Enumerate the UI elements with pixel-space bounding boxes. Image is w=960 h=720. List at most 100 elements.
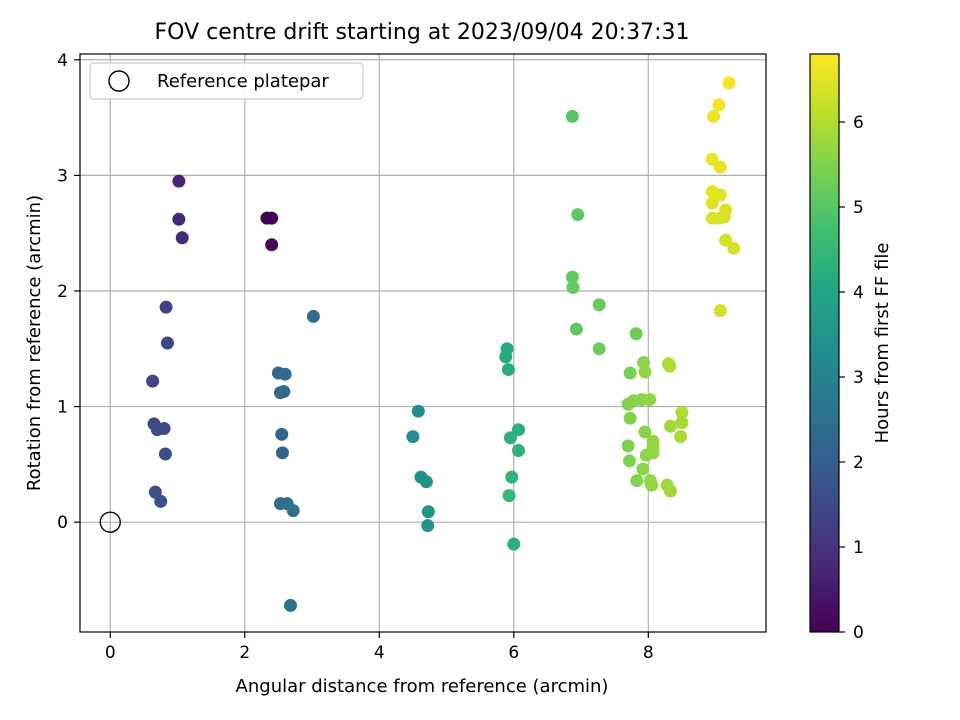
scatter-point [565, 270, 579, 284]
scatter-point [565, 109, 579, 123]
scatter-point [503, 431, 517, 445]
scatter-point [502, 489, 516, 503]
plot-area: 0 2 4 6 8 0 1 2 3 4 [57, 51, 767, 663]
colorbar-ticks: 0 1 2 3 4 5 6 [839, 113, 864, 643]
scatter-points [146, 76, 741, 612]
scatter-point [284, 598, 298, 612]
scatter-point [278, 367, 292, 381]
scatter-point [172, 174, 186, 188]
colorbar-tick-label: 1 [853, 538, 864, 558]
scatter-point [505, 470, 519, 484]
colorbar-tick-label: 4 [853, 283, 864, 303]
scatter-point [713, 160, 727, 174]
scatter-point [512, 444, 526, 458]
chart-title: FOV centre drift starting at 2023/09/04 … [155, 20, 690, 45]
x-tick-label: 8 [643, 643, 654, 663]
plot-frame [79, 53, 767, 633]
scatter-point [154, 494, 168, 508]
scatter-point [643, 393, 657, 407]
scatter-point [722, 76, 736, 90]
scatter-point [421, 519, 435, 533]
scatter-point [265, 238, 279, 252]
x-axis-label: Angular distance from reference (arcmin) [236, 676, 609, 697]
scatter-point [159, 300, 173, 314]
scatter-point [621, 439, 635, 453]
scatter-point [663, 419, 677, 433]
scatter-point [705, 196, 719, 210]
scatter-point [717, 210, 731, 224]
scatter-point [713, 188, 727, 202]
scatter-point [175, 231, 189, 245]
legend-entry-label: Reference platepar [157, 71, 329, 92]
scatter-point [265, 211, 279, 225]
scatter-point [411, 404, 425, 418]
scatter-point [630, 474, 644, 488]
scatter-point [158, 447, 172, 461]
scatter-point [592, 342, 606, 356]
scatter-point [705, 152, 719, 166]
legend-box [89, 62, 364, 100]
scatter-point [646, 446, 660, 460]
scatter-point [712, 98, 726, 112]
scatter-point [571, 208, 585, 222]
scatter-point [719, 233, 733, 247]
scatter-point [592, 298, 606, 312]
scatter-point [406, 430, 420, 444]
scatter-point [623, 366, 637, 380]
scatter-point [636, 462, 650, 476]
colorbar-tick-label: 3 [853, 368, 864, 388]
scatter-point [172, 212, 186, 226]
colorbar: 0 1 2 3 4 5 6 Hours from first FF file [809, 53, 893, 643]
y-tick-label: 4 [57, 51, 68, 71]
y-tick-label: 1 [57, 398, 68, 418]
colorbar-label: Hours from first FF file [872, 243, 893, 444]
scatter-point [501, 363, 515, 377]
scatter-point [275, 446, 289, 460]
y-axis-ticks: 0 1 2 3 4 [57, 51, 80, 533]
colorbar-tick-label: 6 [853, 113, 864, 133]
scatter-point [419, 475, 433, 489]
scatter-point [286, 504, 300, 518]
legend: Reference platepar [89, 62, 364, 100]
scatter-point [566, 281, 580, 295]
colorbar-tick-label: 2 [853, 453, 864, 473]
plot-background [80, 54, 766, 632]
scatter-point [275, 427, 289, 441]
y-tick-label: 3 [57, 166, 68, 186]
x-tick-label: 6 [508, 643, 519, 663]
x-axis-ticks: 0 2 4 6 8 [105, 632, 654, 663]
colorbar-tick-label: 0 [853, 623, 864, 643]
scatter-point [674, 430, 688, 444]
y-tick-label: 2 [57, 282, 68, 302]
scatter-point [277, 385, 291, 399]
y-tick-label: 0 [57, 513, 68, 533]
legend-marker-icon [108, 70, 130, 92]
x-tick-label: 0 [105, 643, 116, 663]
reference-platepar-marker [99, 511, 121, 533]
scatter-point [663, 359, 677, 373]
scatter-point [157, 422, 171, 436]
x-tick-label: 2 [239, 643, 250, 663]
scatter-point [713, 304, 727, 318]
scatter-point [507, 537, 521, 551]
scatter-point [707, 109, 721, 123]
scatter-point [306, 309, 320, 323]
scatter-point [623, 411, 637, 425]
scatter-point [638, 425, 652, 439]
scatter-point [512, 423, 526, 437]
scatter-point [663, 484, 677, 498]
scatter-point [727, 241, 741, 255]
scatter-point [638, 365, 652, 379]
scatter-point [146, 374, 160, 388]
scatter-point [675, 405, 689, 419]
y-axis-label: Rotation from reference (arcmin) [24, 195, 45, 491]
reference-marker-layer [99, 511, 121, 533]
scatter-point [629, 327, 643, 341]
scatter-point [499, 350, 513, 364]
scatter-point [645, 478, 659, 492]
x-tick-label: 4 [374, 643, 385, 663]
scatter-point [421, 505, 435, 519]
scatter-point [160, 336, 174, 350]
scatter-point [675, 416, 689, 430]
